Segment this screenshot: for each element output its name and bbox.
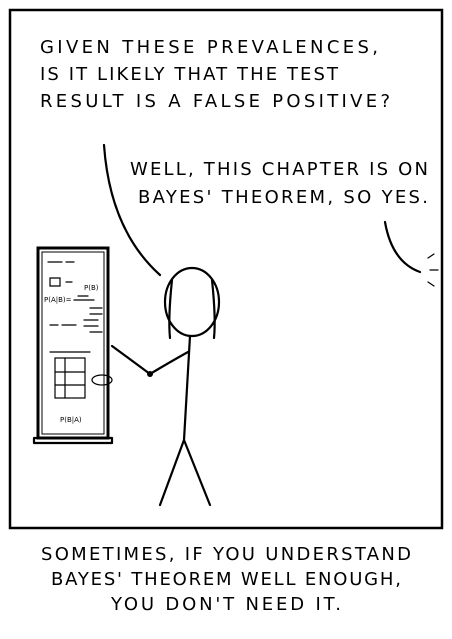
board-text: P(B|A) — [60, 416, 82, 424]
stick-figure — [112, 268, 219, 505]
board-text: P(A|B)= — [44, 296, 72, 304]
speech-line: IS IT LIKELY THAT THE TEST — [40, 64, 339, 85]
caption-line: YOU DON'T NEED IT. — [110, 594, 341, 615]
comic: GIVEN THESE PREVALENCES, IS IT LIKELY TH… — [0, 0, 452, 639]
speech-line: RESULT IS A FALSE POSITIVE? — [40, 91, 390, 112]
caption-line: SOMETIMES, IF YOU UNDERSTAND — [41, 544, 411, 565]
speech-line: BAYES' THEOREM, SO YES. — [138, 187, 428, 208]
board-text: P(B) — [84, 284, 99, 292]
speech-line: GIVEN THESE PREVALENCES, — [40, 37, 378, 58]
caption-line: BAYES' THEOREM WELL ENOUGH, — [51, 569, 401, 590]
whiteboard: P(A|B)= P(B) P(B|A) — [34, 248, 112, 443]
speech-line: WELL, THIS CHAPTER IS ON — [130, 159, 428, 180]
